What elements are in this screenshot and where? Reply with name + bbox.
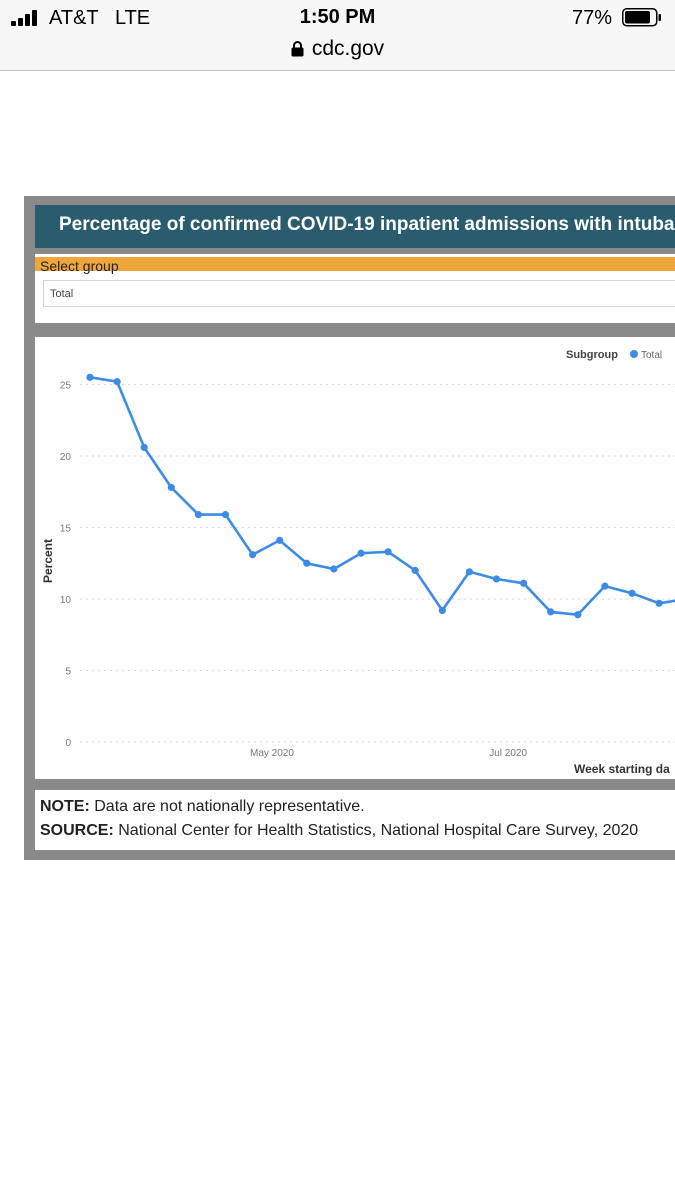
data-point[interactable] bbox=[86, 373, 94, 381]
data-point[interactable] bbox=[465, 568, 473, 576]
data-point[interactable] bbox=[492, 575, 501, 583]
note-line: NOTE: Data are not nationally representa… bbox=[40, 798, 365, 816]
series-line-total bbox=[89, 376, 675, 616]
y-tick-label: 15 bbox=[60, 524, 72, 535]
y-tick-label: 0 bbox=[65, 738, 71, 749]
y-tick-label: 10 bbox=[60, 595, 72, 606]
y-axis-label: Percent bbox=[41, 539, 55, 583]
data-point[interactable] bbox=[411, 566, 419, 574]
line-chart: 0 5 10 15 20 25 May 2020 Jul 2020 Percent Week… bbox=[41, 349, 675, 776]
dashboard-title: Percentage of confirmed COVID-19 inpatie… bbox=[35, 205, 675, 248]
address-bar[interactable]: cdc.gov bbox=[0, 37, 675, 61]
note-text: Data are not nationally representative. bbox=[94, 798, 365, 815]
data-point[interactable] bbox=[140, 443, 148, 452]
data-point[interactable] bbox=[384, 548, 392, 556]
battery-percent: 77% bbox=[572, 7, 613, 29]
data-point[interactable] bbox=[303, 559, 311, 567]
select-group-label: Select group bbox=[40, 258, 119, 274]
lock-icon bbox=[291, 41, 304, 57]
signal-icon bbox=[11, 10, 43, 26]
chart-panel: 0 5 10 15 20 25 May 2020 Jul 2020 Percent Week… bbox=[35, 337, 675, 779]
group-dropdown-value: Total bbox=[50, 288, 74, 300]
data-point[interactable] bbox=[574, 611, 582, 619]
group-dropdown[interactable]: Total bbox=[43, 280, 675, 307]
data-point[interactable] bbox=[520, 579, 528, 587]
legend-marker-total bbox=[630, 350, 638, 358]
x-tick-label: Jul 2020 bbox=[489, 748, 527, 759]
note-label: NOTE: bbox=[40, 798, 90, 815]
data-point[interactable] bbox=[167, 483, 175, 492]
select-group-header: Select group bbox=[35, 257, 675, 274]
carrier-label: AT&T LTE bbox=[49, 7, 151, 29]
clock: 1:50 PM bbox=[299, 6, 376, 28]
x-axis-label: Week starting da bbox=[574, 762, 670, 776]
legend-title: Subgroup bbox=[566, 349, 618, 361]
source-text: National Center for Health Statistics, N… bbox=[118, 822, 639, 839]
status-bar: AT&T LTE 1:50 PM 77% cdc.gov bbox=[0, 0, 675, 71]
data-point[interactable] bbox=[113, 378, 121, 386]
data-point[interactable] bbox=[357, 549, 365, 557]
legend-entry-total[interactable]: Total bbox=[641, 350, 662, 361]
data-point[interactable] bbox=[276, 536, 284, 544]
data-point[interactable] bbox=[655, 599, 663, 607]
y-tick-label: 5 bbox=[65, 667, 71, 678]
x-tick-label: May 2020 bbox=[250, 748, 294, 759]
notes-panel: NOTE: Data are not nationally representa… bbox=[35, 790, 675, 850]
data-point[interactable] bbox=[221, 511, 230, 519]
data-point[interactable] bbox=[601, 582, 609, 590]
data-point[interactable] bbox=[628, 589, 636, 597]
group-selector-panel: Select group Total bbox=[35, 254, 675, 323]
data-point[interactable] bbox=[330, 565, 338, 573]
url-text: cdc.gov bbox=[311, 37, 385, 60]
data-point[interactable] bbox=[438, 606, 446, 615]
data-point[interactable] bbox=[194, 511, 202, 519]
data-point[interactable] bbox=[547, 608, 555, 616]
y-tick-label: 20 bbox=[60, 452, 72, 463]
source-line: SOURCE: National Center for Health Stati… bbox=[40, 822, 638, 840]
source-label: SOURCE: bbox=[40, 822, 114, 839]
data-point[interactable] bbox=[249, 551, 257, 559]
y-tick-label: 25 bbox=[60, 381, 72, 392]
battery-icon bbox=[622, 8, 661, 27]
